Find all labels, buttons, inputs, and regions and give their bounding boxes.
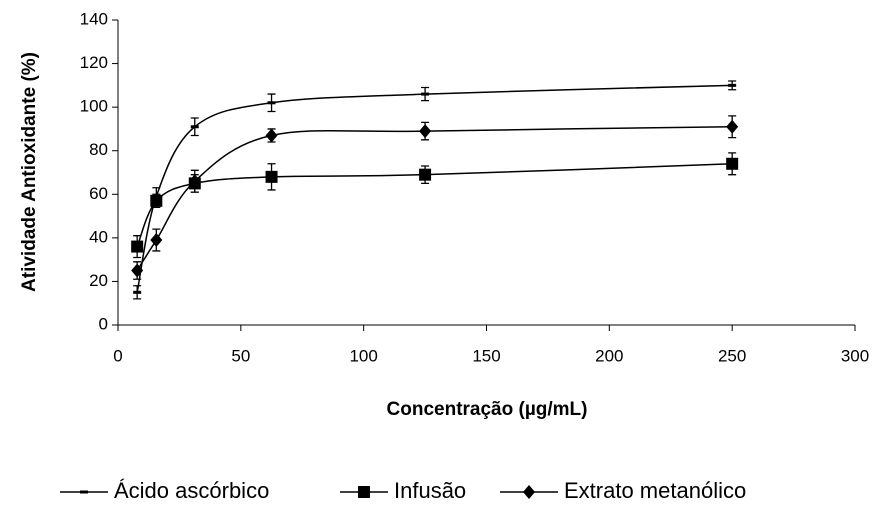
data-point [131, 240, 144, 253]
series-line [136, 126, 733, 271]
y-tick-label: 40 [89, 227, 108, 246]
data-point [421, 92, 430, 96]
x-tick-label: 50 [231, 346, 250, 365]
data-point [728, 83, 737, 87]
x-tick-label: 150 [472, 346, 500, 365]
legend-label: Ácido ascórbico [114, 478, 269, 503]
legend-marker [358, 486, 370, 498]
data-point [265, 128, 278, 143]
data-point [131, 263, 144, 278]
y-tick-label: 60 [89, 184, 108, 203]
y-tick-label: 120 [80, 53, 108, 72]
data-point [265, 170, 278, 183]
data-point [150, 233, 163, 248]
data-point [150, 194, 163, 207]
x-tick-label: 300 [841, 346, 869, 365]
data-point [419, 168, 432, 181]
data-point [726, 157, 739, 170]
legend-label: Extrato metanólico [564, 478, 746, 503]
legend-marker [80, 490, 88, 494]
x-tick-label: 200 [595, 346, 623, 365]
data-point [188, 174, 201, 189]
y-tick-label: 100 [80, 97, 108, 116]
data-point [419, 124, 432, 139]
y-axis-title: Atividade Antioxidante (%) [19, 52, 40, 292]
series-line [136, 84, 733, 293]
data-point [267, 101, 276, 105]
x-axis-title: Concentração (µg/mL) [387, 399, 588, 420]
x-tick-label: 100 [349, 346, 377, 365]
x-tick-label: 250 [718, 346, 746, 365]
y-tick-label: 80 [89, 140, 108, 159]
legend-marker [523, 485, 535, 499]
y-tick-label: 140 [80, 9, 108, 28]
data-point [726, 119, 739, 134]
y-tick-label: 20 [89, 271, 108, 290]
y-tick-label: 0 [99, 314, 108, 333]
series-line [136, 163, 733, 247]
data-point [190, 125, 199, 129]
legend-label: Infusão [394, 478, 466, 503]
x-tick-label: 0 [113, 346, 122, 365]
data-point [133, 290, 142, 294]
